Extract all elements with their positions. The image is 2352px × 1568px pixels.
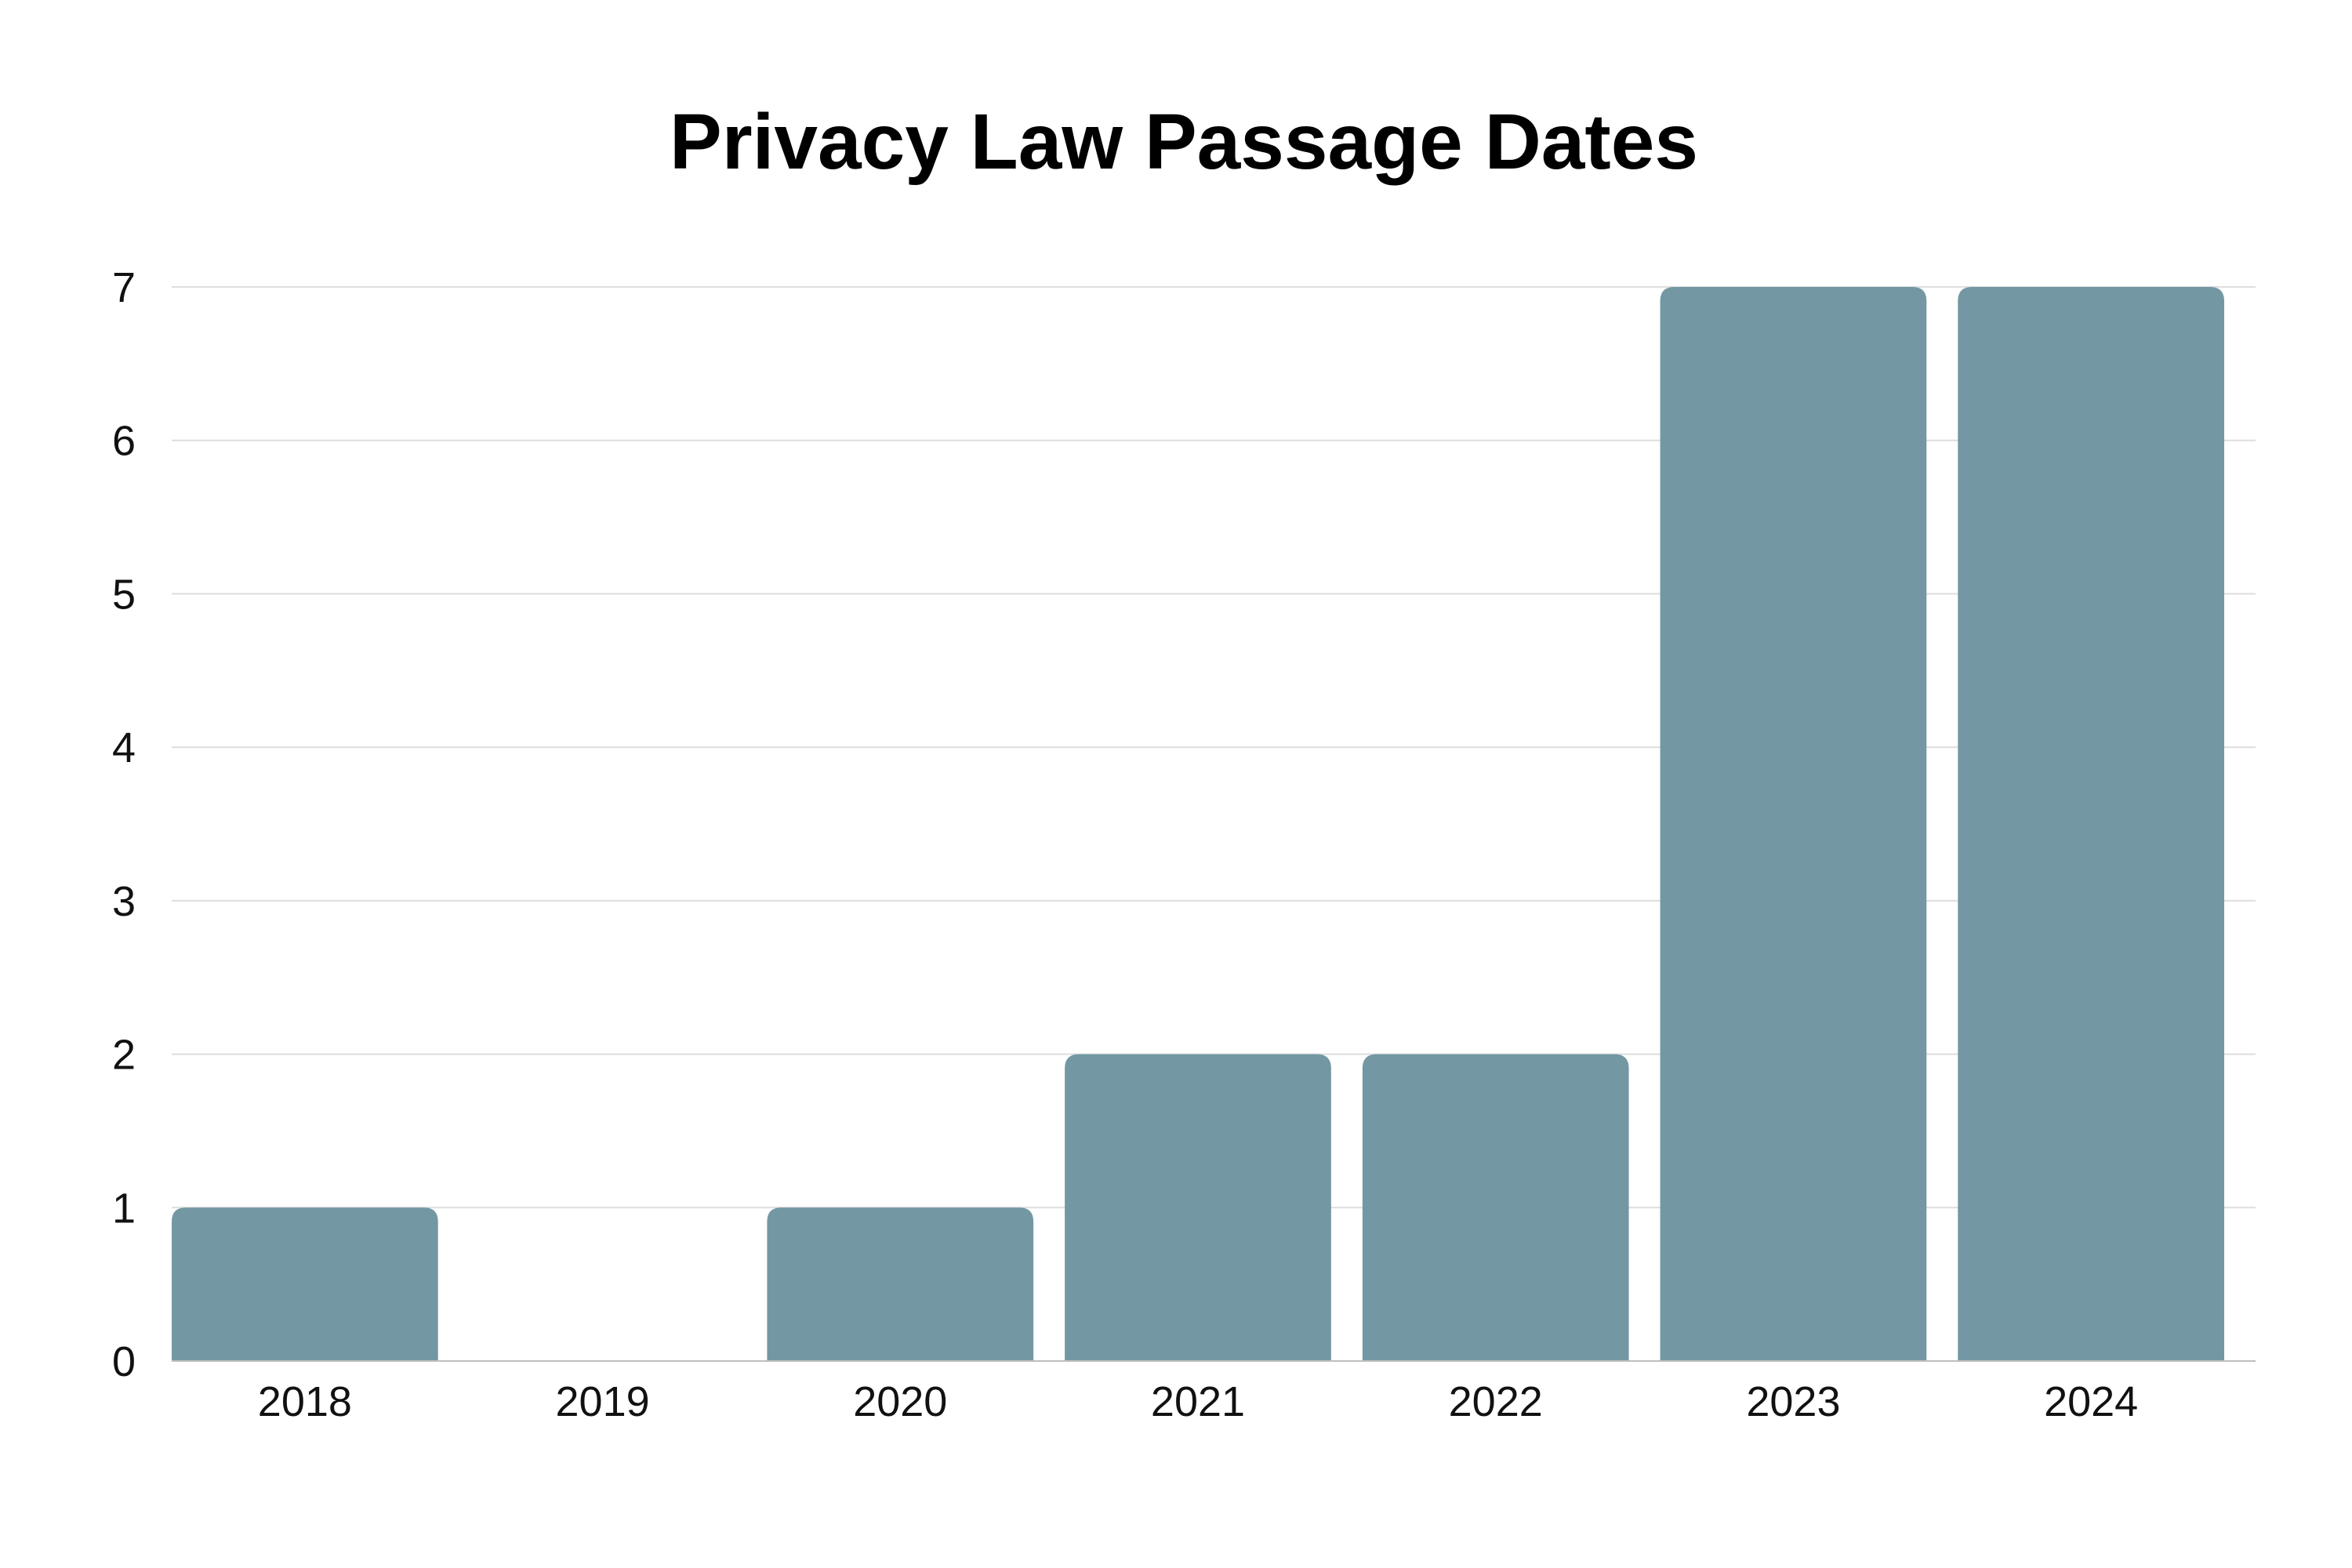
bar-2021 [1065, 1054, 1331, 1361]
y-axis-ticks: 0 1 2 3 4 5 6 7 [112, 264, 136, 1385]
x-tick-label: 2020 [853, 1378, 947, 1425]
bar-2020 [767, 1207, 1034, 1361]
y-tick-label: 5 [112, 571, 136, 618]
x-tick-label: 2021 [1151, 1378, 1245, 1425]
bars [172, 287, 2224, 1361]
y-tick-label: 2 [112, 1032, 136, 1079]
x-tick-label: 2023 [1746, 1378, 1840, 1425]
gridlines [172, 286, 2256, 1209]
x-axis-ticks: 2018 2019 2020 2021 2022 2023 2024 [258, 1378, 2138, 1425]
bar-2018 [172, 1207, 438, 1361]
x-tick-label: 2019 [556, 1378, 650, 1425]
bar-2023 [1660, 287, 1927, 1361]
x-tick-label: 2024 [2044, 1378, 2138, 1425]
y-tick-label: 0 [112, 1338, 136, 1385]
y-tick-label: 3 [112, 878, 136, 925]
y-tick-label: 4 [112, 724, 136, 771]
y-tick-label: 7 [112, 264, 136, 311]
x-tick-label: 2018 [258, 1378, 352, 1425]
bar-2022 [1362, 1054, 1629, 1361]
y-tick-label: 1 [112, 1185, 136, 1232]
y-tick-label: 6 [112, 418, 136, 465]
x-tick-label: 2022 [1449, 1378, 1543, 1425]
bar-2024 [1958, 287, 2224, 1361]
chart-title: Privacy Law Passage Dates [670, 98, 1698, 186]
